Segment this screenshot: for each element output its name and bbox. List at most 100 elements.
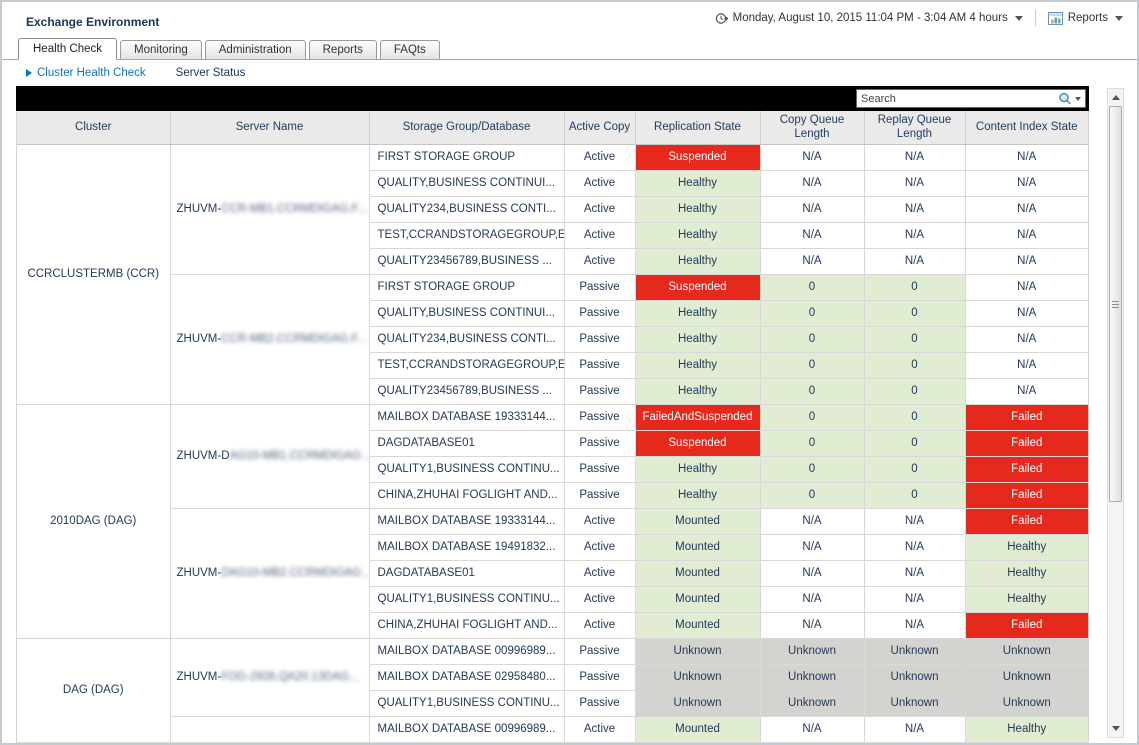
column-header-copy-queue-length[interactable]: Copy Queue Length xyxy=(760,111,865,145)
table-row[interactable]: CHINA,ZHUHAI FOGLIGHT AND... Passive Healt… xyxy=(17,482,1088,509)
tab-reports[interactable]: Reports xyxy=(308,40,377,60)
active-copy-cell: Passive xyxy=(564,404,636,431)
storage-group-cell: QUALITY1,BUSINESS CONTINU... xyxy=(369,456,565,483)
search-actions[interactable] xyxy=(1058,92,1085,106)
content-index-cell: N/A xyxy=(965,378,1088,405)
replay-queue-cell: N/A xyxy=(864,144,966,171)
tab-administration[interactable]: Administration xyxy=(204,40,306,60)
copy-queue-cell: N/A xyxy=(760,560,865,587)
column-header-cluster[interactable]: Cluster xyxy=(17,111,171,145)
content-index-cell: Failed xyxy=(965,430,1088,457)
table-row[interactable]: TEST,CCRANDSTORAGEGROUP,E... Active Health… xyxy=(17,222,1088,249)
timerange-clock-icon xyxy=(715,12,728,24)
vertical-scrollbar[interactable] xyxy=(1107,88,1124,738)
column-header-active-copy[interactable]: Active Copy xyxy=(564,111,636,145)
copy-queue-cell: 0 xyxy=(760,378,865,405)
replication-state-cell: Mounted xyxy=(635,586,761,613)
cluster-health-table: Cluster Server Name Storage Group/Databa… xyxy=(17,111,1088,743)
chevron-down-icon[interactable] xyxy=(1014,15,1023,21)
tab-monitoring[interactable]: Monitoring xyxy=(120,40,202,60)
replication-state-cell: Suspended xyxy=(635,430,761,457)
active-copy-cell: Active xyxy=(564,586,636,613)
storage-group-cell: QUALITY1,BUSINESS CONTINU... xyxy=(369,690,565,717)
scroll-down-button[interactable] xyxy=(1108,721,1123,736)
copy-queue-cell: N/A xyxy=(760,170,865,197)
replication-state-cell: Suspended xyxy=(635,144,761,171)
scrollbar-thumb[interactable] xyxy=(1109,106,1122,502)
table-row[interactable]: CCRCLUSTERMB (CCR) ZHUVM-CCR-MB1.CCRMDIGA… xyxy=(17,144,1088,405)
server-name-cell xyxy=(170,716,370,743)
replay-queue-cell: 0 xyxy=(864,326,966,353)
replay-queue-cell: N/A xyxy=(864,196,966,223)
storage-group-cell: MAILBOX DATABASE 19333144... xyxy=(369,508,565,535)
table-row[interactable]: QUALITY,BUSINESS CONTINUI... Active Health… xyxy=(17,170,1088,197)
chevron-down-icon[interactable] xyxy=(1075,96,1081,101)
active-copy-cell: Passive xyxy=(564,300,636,327)
search-input[interactable] xyxy=(857,92,1058,105)
replication-state-cell: Mounted xyxy=(635,716,761,743)
storage-group-cell: QUALITY23456789,BUSINESS ... xyxy=(369,378,565,405)
table-row[interactable]: DAG (DAG) ZHUVM-FOG-2926.QA20.13DAG... MAI… xyxy=(17,638,1088,743)
arrow-up-icon xyxy=(1111,95,1120,100)
content-index-cell: Healthy xyxy=(965,534,1088,561)
table-row[interactable]: QUALITY234,BUSINESS CONTI... Active Health… xyxy=(17,196,1088,223)
table-row[interactable]: QUALITY,BUSINESS CONTINUI... Passive Healt… xyxy=(17,300,1088,327)
content-index-cell: Healthy xyxy=(965,560,1088,587)
table-row[interactable]: DAGDATABASE01 Passive Suspended 0 0 Failed xyxy=(17,430,1088,457)
divider xyxy=(1034,10,1036,26)
server-name-redacted: CCR-MB1.CCRMDIGAG.F... xyxy=(221,203,367,215)
replay-queue-cell: N/A xyxy=(864,560,966,587)
copy-queue-cell: 0 xyxy=(760,352,865,379)
active-copy-cell: Active xyxy=(564,144,636,171)
active-copy-cell: Active xyxy=(564,196,636,223)
table-row[interactable]: QUALITY23456789,BUSINESS ... Passive Healt… xyxy=(17,378,1088,405)
table-row[interactable]: QUALITY1,BUSINESS CONTINU... Passive Unkno… xyxy=(17,690,1088,717)
column-header-replay-queue-length[interactable]: Replay Queue Length xyxy=(864,111,966,145)
copy-queue-cell: Unknown xyxy=(760,690,865,717)
replay-queue-cell: 0 xyxy=(864,430,966,457)
replication-state-cell: Mounted xyxy=(635,560,761,587)
tab-faqts[interactable]: FAQts xyxy=(379,40,440,60)
column-header-server-name[interactable]: Server Name xyxy=(170,111,370,145)
table-row[interactable]: QUALITY234,BUSINESS CONTI... Passive Healt… xyxy=(17,326,1088,353)
tab-health-check[interactable]: Health Check xyxy=(18,38,118,60)
search-icon[interactable] xyxy=(1058,92,1072,106)
time-range-selector[interactable]: Monday, August 10, 2015 11:04 PM - 3:04 … xyxy=(715,12,1023,25)
copy-queue-cell: N/A xyxy=(760,196,865,223)
column-header-content-index-state[interactable]: Content Index State xyxy=(965,111,1088,145)
table-row[interactable]: ZHUVM-DAG10-MB2.CCRMDIGAG .. MAILBOX DATA… xyxy=(17,508,1088,639)
table-row[interactable]: MAILBOX DATABASE 02958480... Passive Unkno… xyxy=(17,664,1088,691)
copy-queue-cell: N/A xyxy=(760,144,865,171)
table-row[interactable]: QUALITY23456789,BUSINESS ... Active Health… xyxy=(17,248,1088,275)
replication-state-cell: Unknown xyxy=(635,690,761,717)
table-row[interactable]: CHINA,ZHUHAI FOGLIGHT AND... Active Mounte… xyxy=(17,612,1088,639)
table-row[interactable]: DAGDATABASE01 Active Mounted N/A N/A Healthy xyxy=(17,560,1088,587)
column-header-storage-group[interactable]: Storage Group/Database xyxy=(369,111,565,145)
replay-queue-cell: 0 xyxy=(864,300,966,327)
chevron-down-icon[interactable] xyxy=(1115,15,1123,21)
copy-queue-cell: 0 xyxy=(760,326,865,353)
search-box[interactable] xyxy=(856,89,1086,108)
storage-group-cell: MAILBOX DATABASE 00996989... xyxy=(369,638,565,665)
storage-group-cell: QUALITY1,BUSINESS CONTINU... xyxy=(369,586,565,613)
scroll-up-button[interactable] xyxy=(1108,90,1123,105)
storage-group-cell: MAILBOX DATABASE 02958480... xyxy=(369,664,565,691)
table-row[interactable]: 2010DAG (DAG) ZHUVM-DAG10-MB1.CCRMDIGAG .… xyxy=(17,404,1088,639)
table-row[interactable]: MAILBOX DATABASE 00996989... Active Mounte… xyxy=(17,716,1088,743)
table-row[interactable]: MAILBOX DATABASE 19491832... Active Mounte… xyxy=(17,534,1088,561)
table-row[interactable]: QUALITY1,BUSINESS CONTINU... Passive Healt… xyxy=(17,456,1088,483)
table-row[interactable]: ZHUVM-CCR-MB2.CCRMDIGAG.F... FIRST STORAG… xyxy=(17,274,1088,405)
table-row[interactable]: TEST,CCRANDSTORAGEGROUP,E... Passive Healt… xyxy=(17,352,1088,379)
table-row[interactable]: QUALITY1,BUSINESS CONTINU... Active Mounte… xyxy=(17,586,1088,613)
replay-queue-cell: N/A xyxy=(864,534,966,561)
column-header-replication-state[interactable]: Replication State xyxy=(635,111,761,145)
server-name-prefix: ZHUVM-D xyxy=(176,450,230,462)
replay-queue-cell: 0 xyxy=(864,274,966,301)
cluster-cell: DAG (DAG) xyxy=(17,638,171,743)
nav-cluster-health-check[interactable]: Cluster Health Check xyxy=(26,67,146,79)
replication-state-cell: Healthy xyxy=(635,222,761,249)
reports-menu[interactable]: Reports xyxy=(1047,11,1123,25)
replication-state-cell: Suspended xyxy=(635,274,761,301)
nav-server-status[interactable]: Server Status xyxy=(176,67,246,79)
content-index-cell: Healthy xyxy=(965,586,1088,613)
